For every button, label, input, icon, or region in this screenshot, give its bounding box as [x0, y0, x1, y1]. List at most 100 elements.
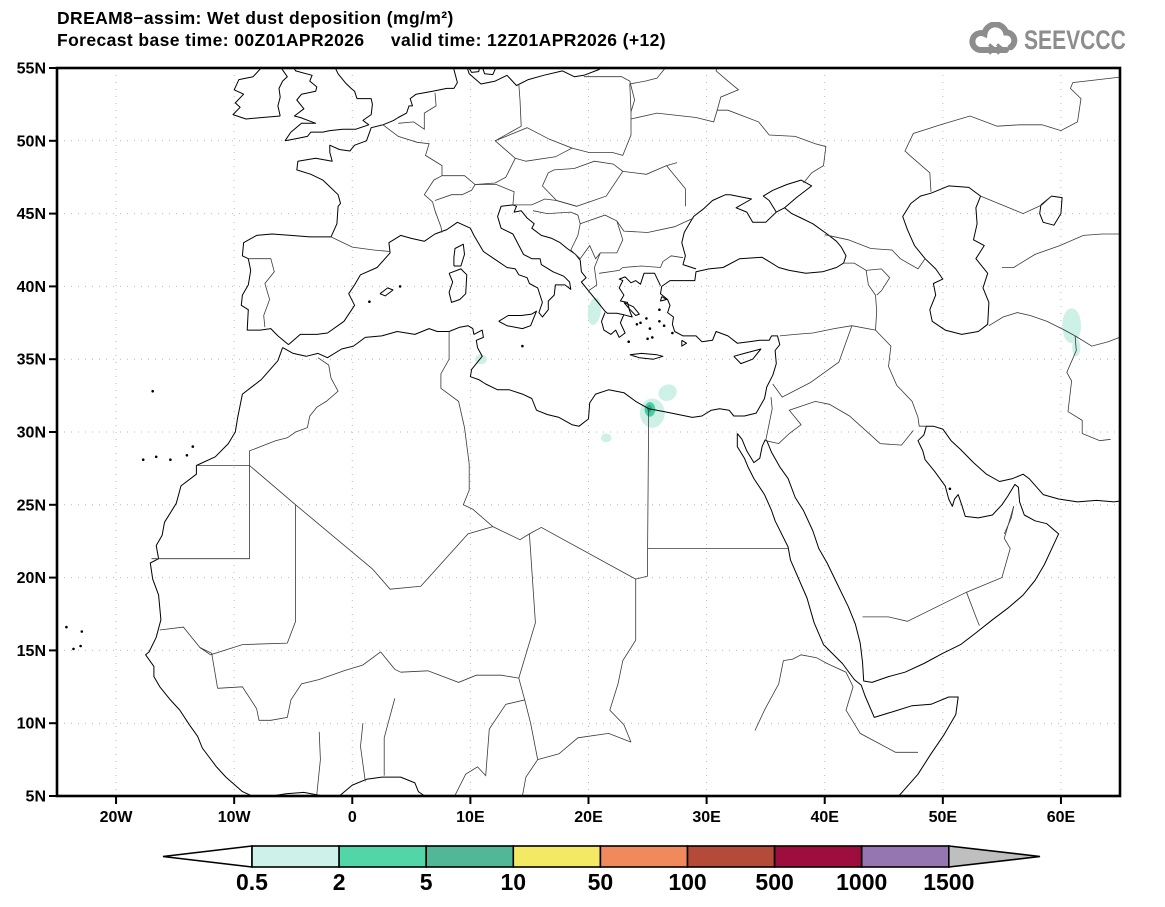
country-border	[542, 160, 624, 207]
coastline	[288, 204, 626, 345]
country-border	[532, 210, 581, 251]
logo-text: SEEVCCC	[1024, 24, 1127, 55]
country-border	[843, 262, 891, 296]
island-dot	[191, 445, 195, 448]
lon-tick-label: 10W	[218, 809, 252, 826]
coastline	[282, 194, 847, 427]
country-border	[518, 533, 536, 679]
country-border	[159, 626, 218, 689]
island-dot	[80, 630, 84, 633]
colorbar-label: 10	[501, 869, 527, 895]
country-border	[537, 732, 632, 760]
colorbar-segment	[860, 845, 950, 868]
colorbar-overflow-arrow	[948, 845, 1041, 868]
colorbar-label: 100	[668, 869, 706, 895]
country-border	[492, 526, 636, 580]
country-border	[249, 465, 493, 590]
country-border	[966, 592, 980, 626]
colorbar-label: 0.5	[236, 869, 268, 895]
country-border	[588, 252, 601, 292]
country-border	[571, 76, 636, 156]
country-border	[630, 109, 827, 184]
deposition-patch-egypt-offshore-mediterranean	[658, 384, 677, 401]
country-border	[247, 258, 275, 328]
deposition-layer	[475, 297, 1081, 443]
deposition-patch-ne-libya-inland	[600, 433, 612, 443]
country-border	[647, 408, 650, 549]
country-border	[462, 427, 494, 527]
country-border	[845, 686, 918, 753]
coastline	[1039, 195, 1063, 226]
colorbar-segment	[599, 845, 689, 868]
country-border	[904, 76, 1120, 192]
island-dot	[651, 336, 654, 339]
colorbar-segment	[773, 845, 863, 868]
lon-tick-label: 40E	[810, 809, 839, 826]
colorbar-label: 2	[333, 869, 346, 895]
coastline	[453, 243, 465, 267]
country-border	[454, 677, 526, 796]
island-dot	[671, 331, 674, 335]
country-border	[1074, 335, 1120, 347]
country-border	[383, 698, 396, 776]
country-border	[330, 236, 391, 252]
country-border	[522, 699, 539, 796]
coastline	[277, 68, 288, 117]
coastline	[736, 433, 959, 796]
lon-tick-label: 60E	[1047, 809, 1076, 826]
country-border	[865, 270, 878, 331]
colorbar-segment	[251, 845, 340, 868]
colorbar-segment	[425, 845, 515, 868]
country-border	[810, 325, 853, 383]
deposition-patch-ionian-sea-west-greece	[587, 297, 602, 325]
lon-tick-label: 20W	[100, 809, 134, 826]
lat-tick-label: 35N	[17, 352, 46, 369]
country-border	[217, 651, 401, 721]
lon-tick-label: 20E	[574, 809, 603, 826]
country-border	[249, 357, 339, 466]
axes: 55N 50N 45N 40N 35N 30N 25N 20N 15N 10N 5N 20W 10W 0 1…	[17, 61, 1076, 827]
lon-tick-label: 10E	[456, 809, 485, 826]
island-dot	[154, 455, 158, 459]
island-dot	[151, 389, 154, 393]
lon-tick-label: 50E	[929, 809, 958, 826]
country-border	[316, 731, 321, 795]
country-border	[495, 127, 573, 162]
country-border	[199, 504, 296, 656]
island-dot	[627, 340, 630, 344]
country-borders	[151, 68, 1120, 796]
country-border	[512, 198, 577, 207]
cloud-arrow-icon	[969, 22, 1018, 55]
lat-tick-label: 10N	[17, 716, 46, 733]
country-border	[434, 184, 476, 201]
island-dot	[398, 285, 402, 288]
island-dot	[648, 327, 652, 330]
island-dot	[368, 300, 371, 304]
coastline	[902, 185, 990, 335]
country-border	[580, 214, 694, 233]
map-subtitle: Forecast base time: 00Z01APR2026 valid t…	[57, 30, 666, 50]
coastline	[733, 348, 762, 365]
coastline	[232, 68, 281, 120]
island-dot	[635, 323, 639, 326]
country-border	[635, 548, 648, 580]
country-border	[862, 506, 1015, 622]
lon-tick-label: 30E	[692, 809, 721, 826]
deposition-patch-iran-turkmenistan-border	[1062, 308, 1081, 344]
country-border	[754, 660, 784, 731]
coastline	[482, 68, 497, 76]
coastline	[268, 776, 426, 796]
lat-tick-label: 30N	[17, 425, 46, 442]
coastline	[240, 68, 458, 345]
island-dot	[141, 458, 145, 462]
country-border	[1001, 233, 1120, 268]
coastline	[623, 301, 640, 316]
island-dot	[65, 625, 68, 629]
graticule	[57, 68, 1120, 796]
country-border	[988, 312, 1076, 337]
colorbar-segment	[686, 845, 776, 868]
colorbar-label: 1500	[923, 869, 974, 895]
colorbar-label: 1000	[836, 869, 887, 895]
